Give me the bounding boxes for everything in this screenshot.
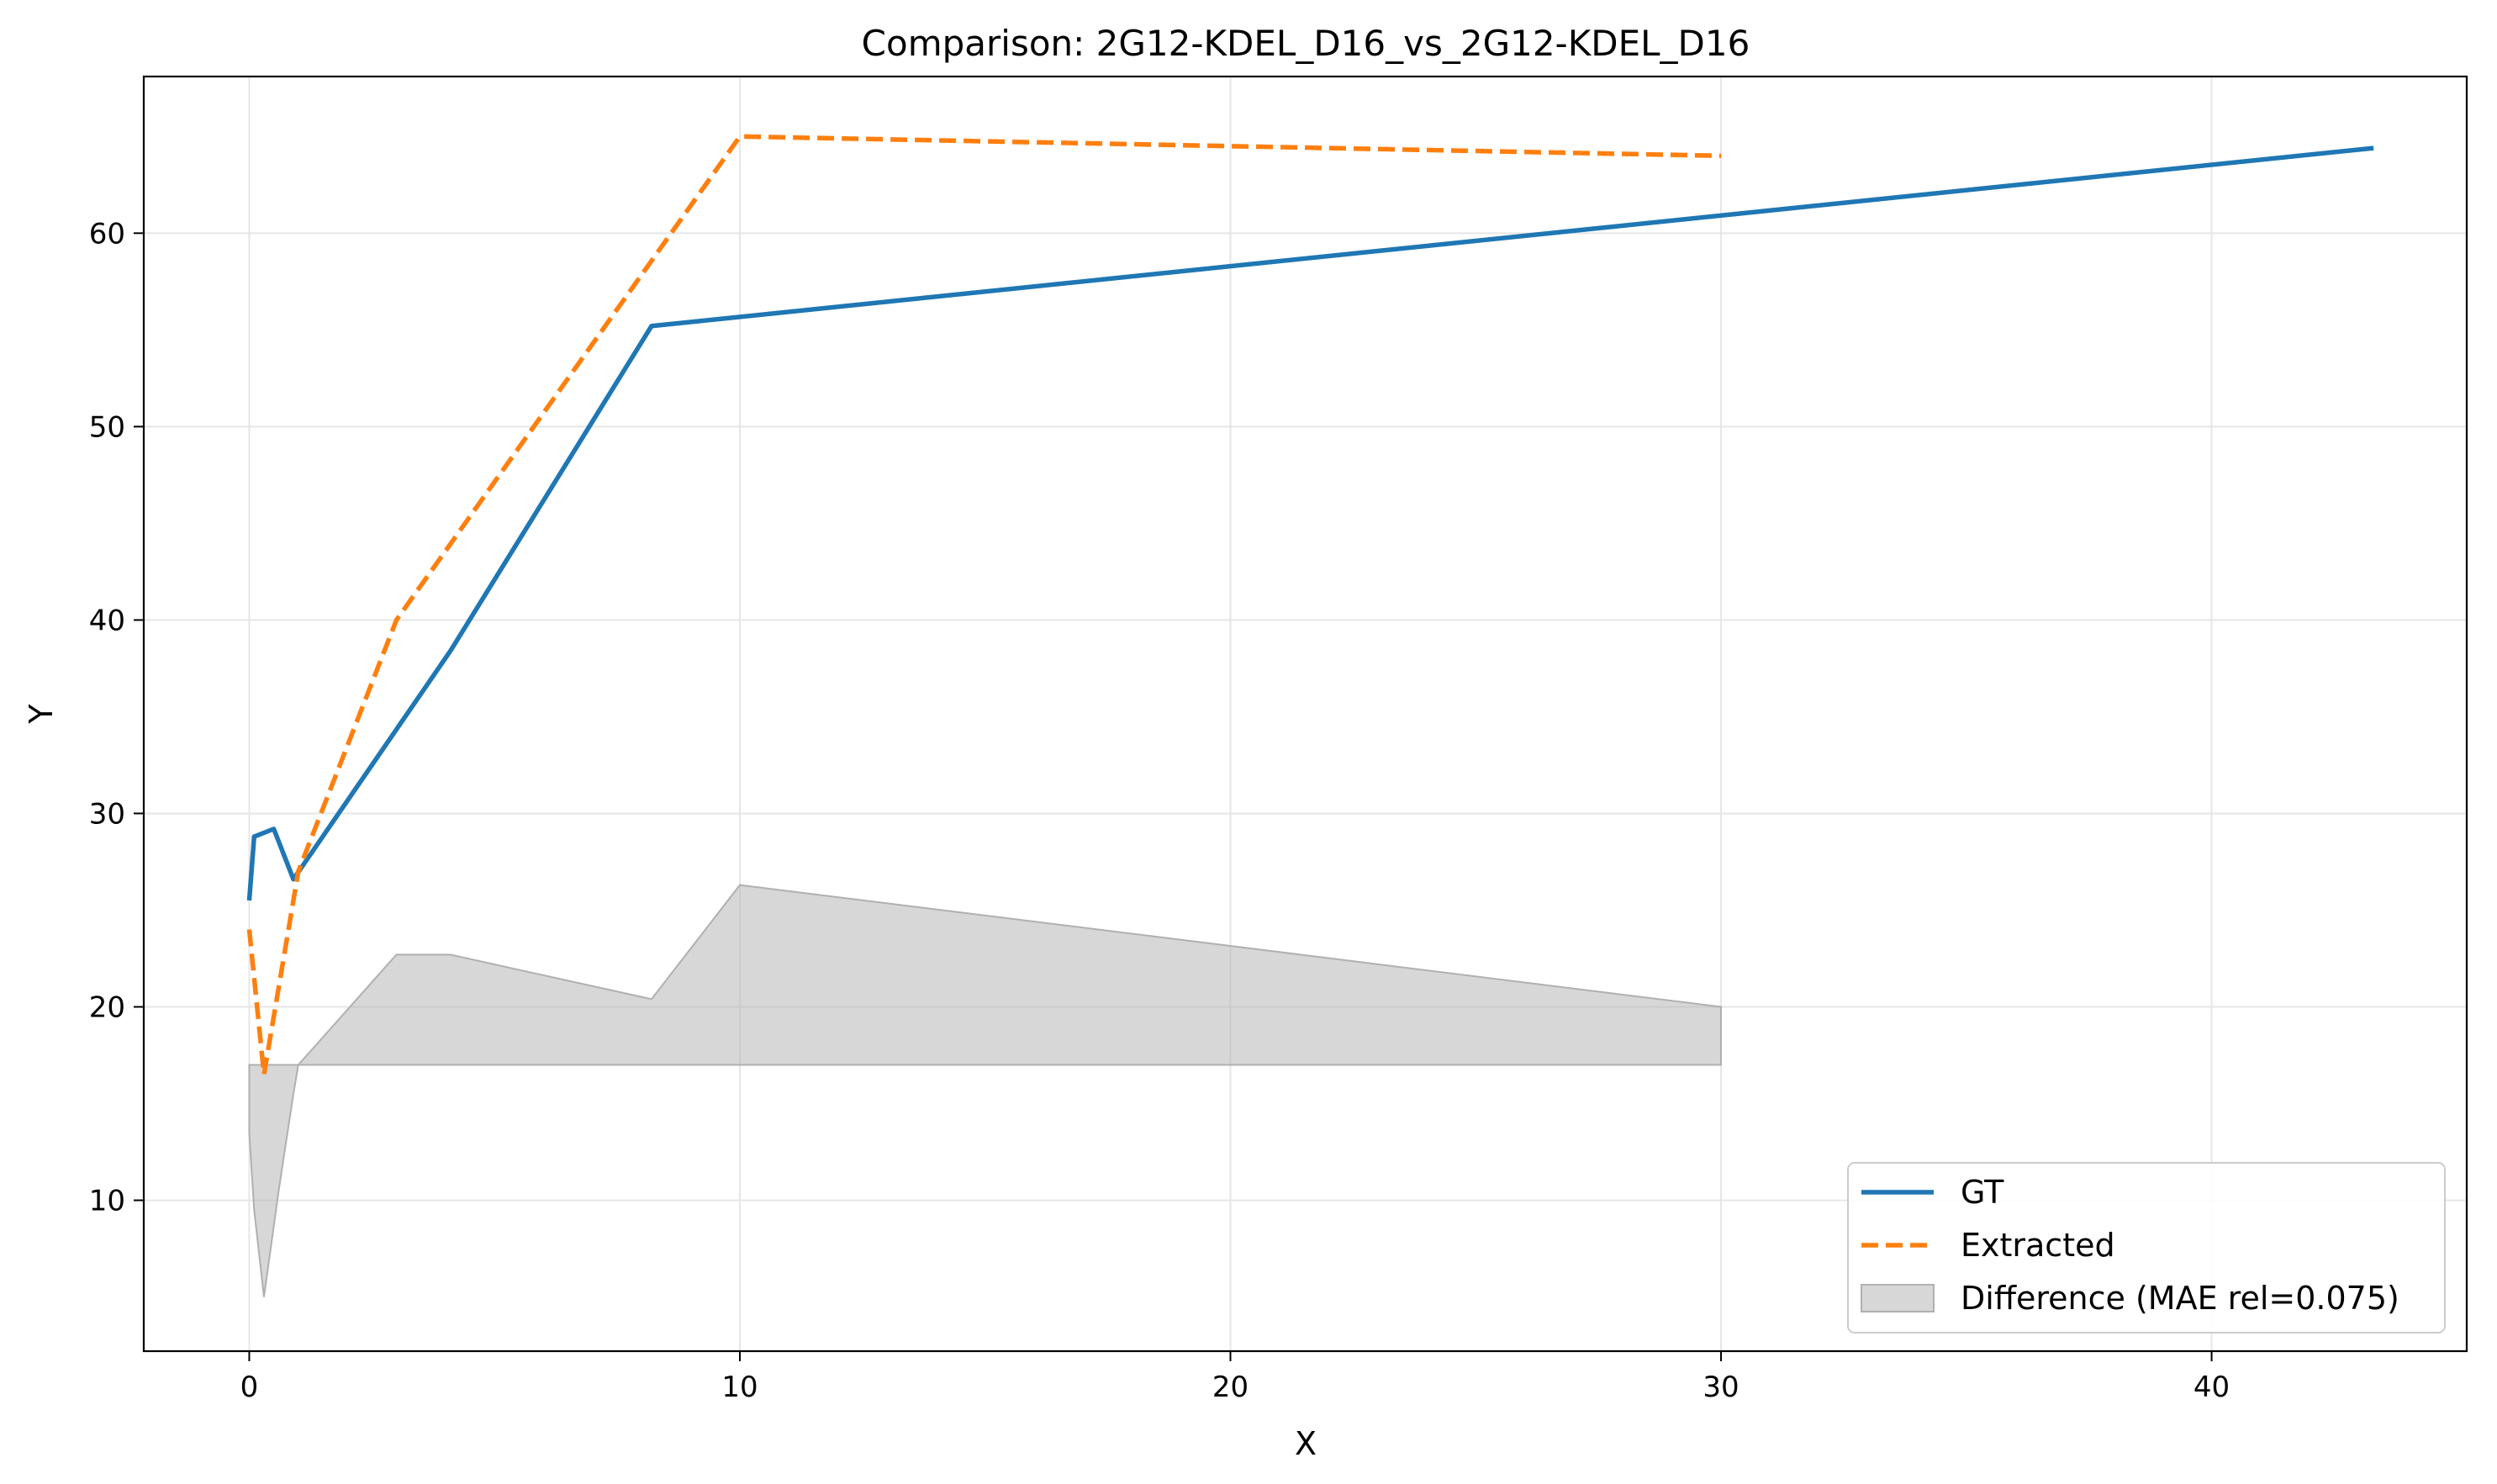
legend-label: GT — [1961, 1174, 2004, 1211]
x-tick-label: 40 — [2193, 1370, 2230, 1404]
legend-swatch-difference — [1861, 1284, 1935, 1312]
x-axis: 0 10 20 30 40 — [240, 1351, 2230, 1404]
chart-title: Comparison: 2G12-KDEL_D16_vs_2G12-KDEL_D… — [862, 23, 1750, 64]
grid — [144, 77, 2467, 1351]
y-tick-label: 60 — [89, 217, 125, 251]
y-tick-label: 50 — [89, 410, 125, 444]
y-tick-label: 20 — [89, 991, 125, 1025]
y-axis-label: Y — [23, 704, 60, 725]
series-lines-layer — [246, 134, 2374, 1077]
x-tick-label: 0 — [240, 1370, 259, 1404]
legend-box — [1847, 1162, 2446, 1333]
series-line-extracted — [246, 134, 1722, 1077]
x-tick-label: 10 — [721, 1370, 758, 1404]
difference-area — [248, 884, 1723, 1297]
x-tick-label: 30 — [1702, 1370, 1739, 1404]
legend-label: Extracted — [1961, 1227, 2115, 1264]
legend-label: Difference (MAE rel=0.075) — [1961, 1280, 2399, 1317]
difference-fill-layer — [248, 884, 1723, 1297]
x-axis-label: X — [1295, 1425, 1317, 1462]
series-line-gt — [246, 145, 2374, 901]
y-axis: 10 20 30 40 50 60 — [89, 217, 144, 1218]
plot-frame — [142, 75, 2468, 1353]
y-tick-label: 40 — [89, 604, 125, 637]
y-tick-label: 30 — [89, 797, 125, 831]
y-tick-label: 10 — [89, 1185, 125, 1218]
legend: GT Extracted Difference (MAE rel=0.075) — [1847, 1162, 2446, 1333]
x-tick-label: 20 — [1212, 1370, 1248, 1404]
